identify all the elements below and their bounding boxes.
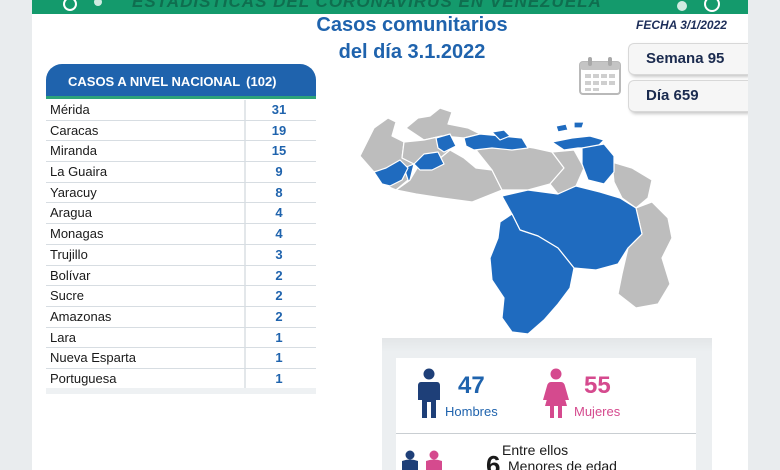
state-cases: 9 [244, 162, 312, 182]
banner-title: ESTADÍSTICAS DEL CORONAVIRUS EN VENEZUEL… [132, 0, 602, 11]
map-region-portuguesa [413, 151, 445, 171]
page-title: Casos comunitarios del día 3.1.2022 [282, 12, 542, 66]
state-cases: 4 [244, 203, 312, 224]
map-region-falcon [405, 107, 481, 141]
entre-ellos-label: Entre ellos [502, 442, 569, 458]
table-row: Aragua 4 [46, 203, 316, 225]
title-line-2: del día 3.1.2022 [338, 41, 486, 63]
table-row: Yaracuy 8 [46, 182, 316, 204]
state-name: Mérida [50, 102, 90, 117]
map-region-yaracuy [435, 133, 457, 153]
map-region-nueva-esparta [555, 121, 585, 133]
map-region-amazonas [489, 213, 575, 335]
map-region-delta [611, 161, 653, 209]
state-cases: 19 [244, 120, 312, 141]
dia-badge: Día 659 [628, 80, 748, 112]
table-row: Bolívar 2 [46, 265, 316, 287]
cases-table: Mérida 31 Caracas 19 Miranda 15 La Guaira 9 … [46, 100, 316, 390]
table-row: Miranda 15 [46, 141, 316, 163]
table-footer [46, 388, 316, 394]
state-name: Bolívar [50, 267, 91, 283]
state-cases: 2 [244, 286, 312, 306]
state-cases: 1 [244, 327, 312, 348]
menores-label: Menores de edad [508, 458, 617, 470]
table-row: Portuguesa 1 [46, 368, 316, 390]
table-row: Caracas 19 [46, 120, 316, 142]
title-line-1: Casos comunitarios [316, 14, 508, 36]
state-name: Sucre [50, 288, 84, 304]
state-name: Trujillo [50, 246, 88, 262]
state-cases: 3 [244, 244, 312, 265]
table-row: Trujillo 3 [46, 244, 316, 266]
date-label: FECHA 3/1/2022 [636, 18, 727, 32]
table-row: La Guaira 9 [46, 162, 316, 183]
table-row: Monagas 4 [46, 224, 316, 245]
map-region-caracas [491, 129, 511, 141]
virus-icon-right [677, 0, 720, 12]
state-cases: 2 [244, 265, 312, 286]
state-cases: 4 [244, 224, 312, 244]
state-name: Nueva Esparta [50, 350, 136, 366]
female-icon [543, 368, 569, 418]
state-cases: 1 [244, 348, 312, 368]
table-row: Nueva Esparta 1 [46, 348, 316, 369]
table-row: Mérida 31 [46, 100, 316, 121]
state-cases: 31 [244, 100, 312, 120]
state-cases: 2 [244, 306, 312, 327]
table-header-accent [46, 96, 316, 99]
calendar-icon [579, 57, 621, 95]
hombres-label: Hombres [445, 404, 498, 419]
top-banner: ESTADÍSTICAS DEL CORONAVIRUS EN VENEZUEL… [32, 0, 748, 14]
state-name: Portuguesa [50, 370, 117, 386]
table-total: (102) [246, 74, 277, 89]
table-row: Sucre 2 [46, 286, 316, 307]
state-name: La Guaira [50, 164, 108, 180]
table-heading: CASOS A NIVEL NACIONAL [68, 74, 241, 89]
state-name: Monagas [50, 226, 104, 242]
children-icon [402, 450, 442, 470]
table-header: CASOS A NIVEL NACIONAL (102) [46, 64, 316, 98]
map-region-monagas [581, 143, 615, 185]
virus-icon [63, 0, 102, 11]
infographic-card: ESTADÍSTICAS DEL CORONAVIRUS EN VENEZUEL… [32, 0, 748, 470]
state-cases: 15 [244, 141, 312, 162]
hombres-count: 47 [458, 372, 485, 399]
state-name: Yaracuy [50, 184, 97, 200]
male-icon [418, 368, 440, 418]
state-cases: 8 [244, 182, 312, 203]
mujeres-count: 55 [584, 372, 611, 399]
mujeres-label: Mujeres [574, 404, 621, 419]
table-row: Lara 1 [46, 327, 316, 349]
table-row: Amazonas 2 [46, 306, 316, 328]
state-name: Miranda [50, 143, 97, 159]
state-name: Caracas [50, 122, 99, 138]
venezuela-map [359, 107, 672, 335]
state-name: Amazonas [50, 308, 112, 324]
stats-card [396, 358, 696, 470]
stats-divider [396, 433, 696, 434]
map-region-aragua-miranda [463, 133, 529, 151]
state-name: Lara [50, 329, 77, 345]
menores-count: 6 [486, 450, 501, 470]
semana-badge: Semana 95 [628, 43, 748, 75]
map-region-trujillo-merida [373, 159, 409, 187]
state-name: Aragua [50, 205, 92, 221]
state-cases: 1 [244, 368, 312, 389]
